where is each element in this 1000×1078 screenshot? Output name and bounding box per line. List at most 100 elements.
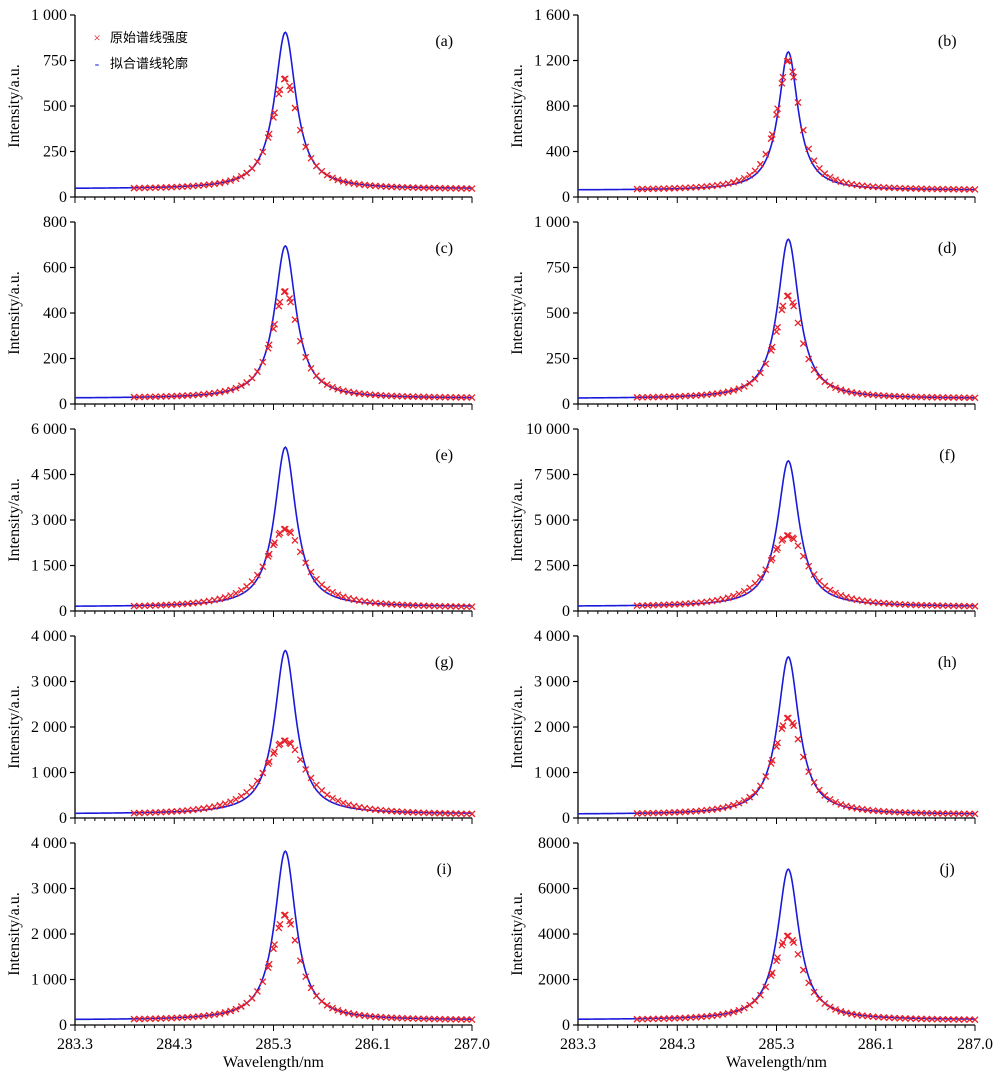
- raw-data-point: [436, 184, 444, 192]
- raw-data-point: [329, 1004, 336, 1012]
- raw-data-point: [339, 593, 347, 601]
- y-tick-label: 0: [562, 396, 570, 413]
- raw-data-point: [644, 809, 652, 817]
- raw-data-point: [858, 805, 866, 813]
- raw-data-point: [724, 388, 732, 396]
- raw-data-point: [436, 1015, 444, 1023]
- panel-e: 0 1 500 3 000 4 500 6 000 Intensity/a.u. (e): [6, 421, 476, 620]
- raw-data-point: [232, 589, 240, 597]
- raw-data-point: [955, 810, 963, 818]
- raw-data-point: [655, 1015, 662, 1023]
- raw-data-point: [205, 1011, 213, 1019]
- raw-data-point: [162, 808, 170, 816]
- raw-data-point: [917, 601, 925, 609]
- raw-data-point: [189, 182, 197, 190]
- raw-data-point: [152, 184, 159, 192]
- raw-data-point: [912, 601, 920, 609]
- raw-data-point: [821, 582, 829, 590]
- x-tick-label: 285.3: [256, 1036, 292, 1053]
- raw-data-point: [649, 393, 657, 401]
- raw-data-point: [891, 184, 898, 192]
- raw-data-point: [649, 601, 657, 609]
- raw-data-point: [211, 389, 218, 397]
- raw-data-point: [388, 600, 395, 608]
- raw-data-point: [243, 999, 251, 1007]
- raw-data-point: [774, 105, 782, 113]
- raw-data-point: [393, 1014, 401, 1022]
- panel-f: 0 2 500 5 000 7 500 10 000 Intensity/a.u. (f): [509, 421, 979, 620]
- raw-data-point: [676, 1014, 684, 1022]
- raw-data-point: [821, 791, 829, 799]
- fit-curve-line: [577, 868, 975, 1021]
- raw-data-point: [719, 595, 727, 603]
- raw-data-point: [468, 185, 476, 192]
- raw-data-point: [232, 175, 240, 183]
- fit-curve-line: [74, 31, 473, 190]
- raw-data-point: [248, 374, 256, 382]
- raw-data-point: [773, 328, 780, 336]
- raw-data-point: [275, 302, 283, 310]
- raw-data-point: [135, 184, 143, 192]
- raw-data-point: [168, 808, 176, 816]
- raw-data-point: [393, 183, 401, 191]
- raw-data-point: [270, 945, 277, 953]
- raw-data-point: [237, 172, 245, 180]
- raw-data-point: [955, 602, 963, 610]
- raw-data-point: [842, 179, 850, 187]
- raw-data-point: [774, 544, 782, 552]
- raw-data-point: [130, 1015, 138, 1023]
- raw-data-point: [404, 184, 412, 191]
- raw-data-point: [243, 788, 251, 796]
- y-axis-label: Intensity/a.u.: [6, 478, 23, 562]
- raw-data-point: [329, 174, 336, 182]
- raw-data-point: [779, 302, 787, 310]
- raw-data-point: [271, 748, 279, 756]
- raw-data-point: [896, 184, 904, 192]
- raw-data-point: [773, 111, 780, 119]
- raw-data-point: [329, 588, 336, 596]
- raw-data-point: [345, 388, 353, 396]
- raw-data-point: [157, 1015, 165, 1022]
- raw-data-point: [928, 602, 936, 609]
- raw-data-point: [714, 805, 721, 813]
- raw-data-point: [799, 966, 807, 974]
- raw-data-point: [425, 602, 433, 610]
- y-tick-label: 4000: [538, 926, 570, 943]
- raw-data-point: [853, 596, 861, 604]
- raw-data-point: [237, 382, 245, 390]
- raw-data-point: [762, 150, 770, 158]
- raw-data-point: [312, 162, 320, 170]
- raw-data-point: [805, 979, 813, 987]
- raw-data-point: [382, 183, 390, 191]
- x-axis-label: Wavelength/nm: [726, 1054, 827, 1071]
- raw-data-point: [253, 571, 261, 579]
- raw-data-point: [265, 550, 273, 558]
- raw-data-point: [896, 392, 904, 400]
- raw-data-point: [789, 68, 797, 76]
- raw-data-point: [848, 388, 856, 396]
- raw-data-point: [221, 1009, 229, 1016]
- raw-data-point: [842, 802, 850, 810]
- y-tick-label: 0: [562, 189, 570, 206]
- raw-data-point: [708, 390, 716, 398]
- raw-data-point: [751, 167, 759, 175]
- raw-data-point: [955, 185, 963, 193]
- raw-data-point: [425, 393, 433, 401]
- raw-data-point: [441, 393, 449, 401]
- raw-data-point: [633, 809, 641, 817]
- raw-data-point: [248, 994, 256, 1002]
- raw-data-point: [971, 394, 979, 402]
- raw-data-point: [939, 602, 947, 610]
- raw-data-point: [714, 1011, 721, 1019]
- raw-data-point: [960, 394, 968, 402]
- panel-label: (e): [435, 447, 453, 464]
- raw-data-point: [430, 393, 438, 401]
- raw-data-point: [837, 800, 845, 808]
- raw-data-point: [452, 184, 460, 192]
- raw-data-point: [468, 603, 476, 611]
- raw-data-point: [784, 532, 792, 539]
- raw-data-point: [853, 1011, 861, 1019]
- raw-data-point: [393, 392, 401, 400]
- raw-data-point: [885, 392, 893, 400]
- raw-data-point: [447, 602, 455, 610]
